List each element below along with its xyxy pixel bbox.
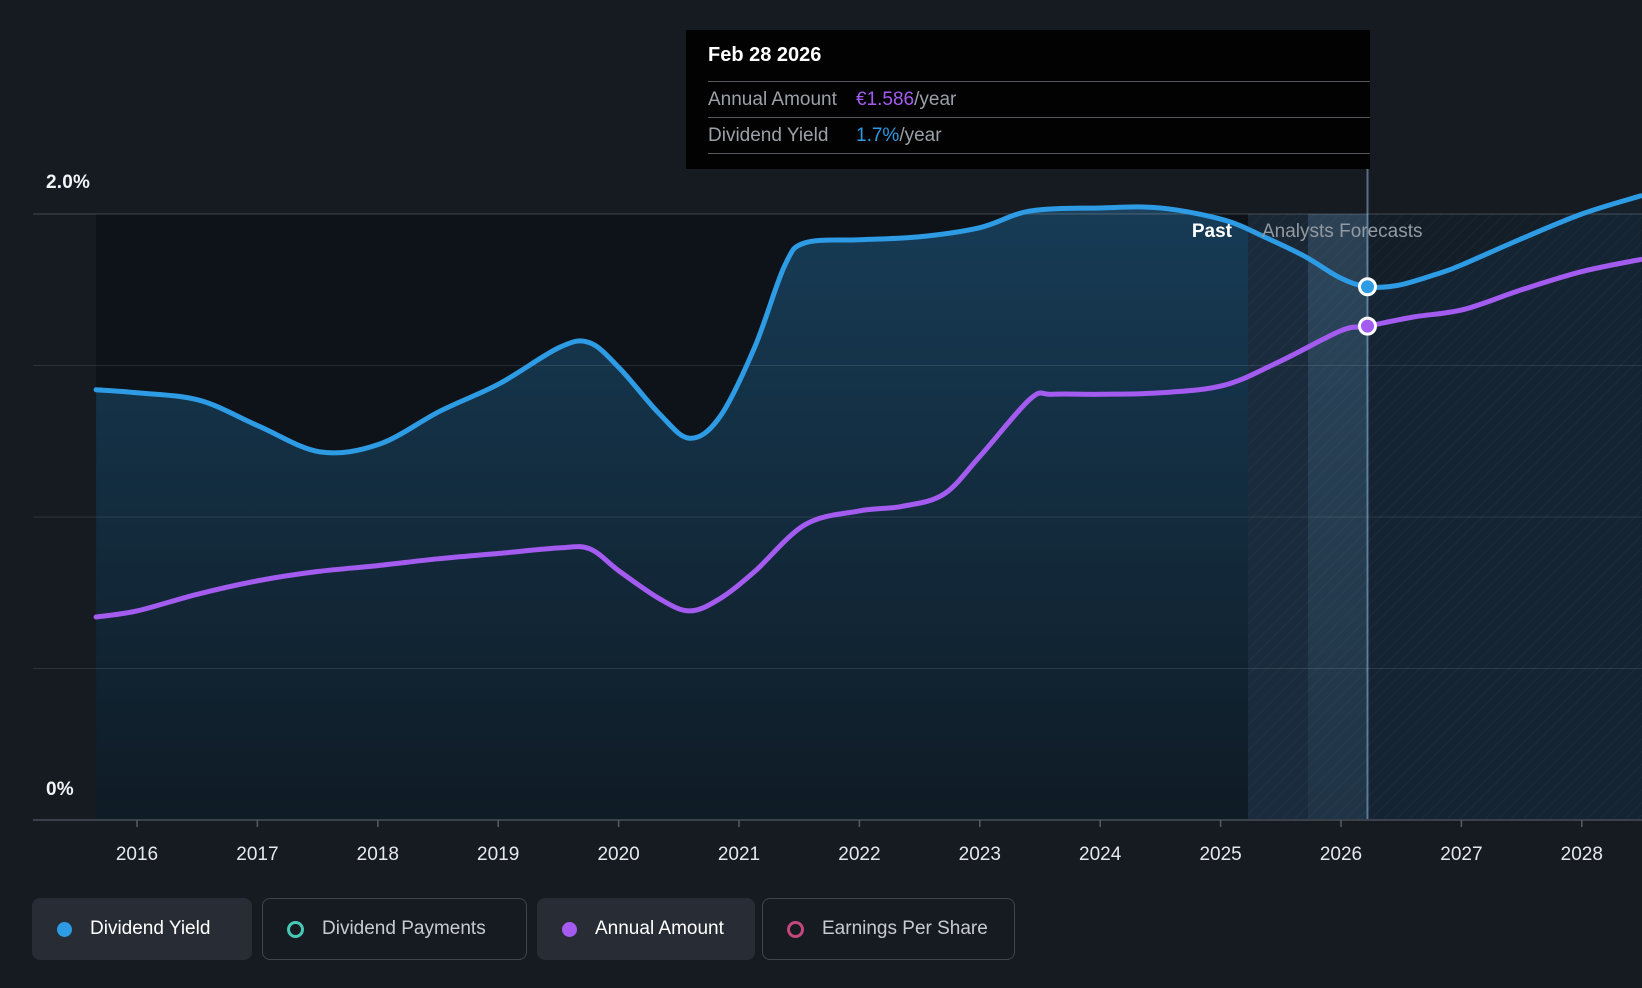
legend-label: Earnings Per Share [822,918,988,939]
x-tick-label: 2025 [1199,844,1241,865]
x-tick-label: 2017 [236,844,278,865]
x-tick-label: 2021 [718,844,760,865]
chart-tooltip: Feb 28 2026 Annual Amount €1.586 /year D… [686,30,1370,169]
tooltip-label: Dividend Yield [708,124,829,146]
tooltip-label: Annual Amount [708,88,837,110]
tooltip-value-annual-amount: €1.586 [856,88,915,110]
tooltip-date: Feb 28 2026 [708,44,822,66]
analysts-forecasts-label: Analysts Forecasts [1262,221,1423,242]
legend-earnings-per-share-button[interactable]: Earnings Per Share [762,898,1015,960]
x-axis-ticks [136,820,1583,827]
x-tick-label: 2018 [357,844,399,865]
legend-dividend-yield-button[interactable]: Dividend Yield [32,898,252,960]
y-axis-label-bottom: 0% [46,779,74,800]
legend-label: Dividend Yield [90,918,211,939]
y-axis-label-top: 2.0% [46,172,91,193]
x-axis-labels: 2016 2017 2018 2019 2020 2021 2022 2023 2024 2025… [116,844,1603,865]
legend-dividend-payments-button[interactable]: Dividend Payments [262,898,527,960]
tooltip-suffix: /year [899,124,942,146]
past-label: Past [1191,221,1232,242]
annual-amount-marker [1357,316,1377,336]
x-tick-label: 2016 [116,844,158,865]
x-tick-label: 2019 [477,844,519,865]
legend-annual-amount-button[interactable]: Annual Amount [537,898,755,960]
tooltip-row-annual-amount: Annual Amount €1.586 /year [708,81,1370,117]
past-area-fill [96,206,1248,820]
tooltip-value-dividend-yield: 1.7% [856,124,900,146]
dividend-yield-line [93,193,1642,456]
hover-markers [1357,277,1377,336]
dividend-yield-marker [1357,277,1377,297]
x-tick-label: 2028 [1561,844,1603,865]
x-tick-label: 2027 [1440,844,1482,865]
earnings-per-share-ring-icon [787,920,804,938]
annual-amount-dot-icon [562,921,577,937]
tooltip-row-dividend-yield: Dividend Yield 1.7% /year [708,117,1370,154]
dividend-yield-dot-icon [57,921,72,937]
x-tick-label: 2022 [838,844,880,865]
x-tick-label: 2020 [597,844,639,865]
x-tick-label: 2023 [959,844,1001,865]
tooltip-suffix: /year [914,88,957,110]
legend-label: Annual Amount [595,918,724,939]
x-tick-label: 2026 [1320,844,1362,865]
legend-label: Dividend Payments [322,918,486,939]
series-lines [93,193,1642,620]
annual-amount-line [93,256,1642,620]
gridlines [33,213,1642,669]
hover-highlight-band [1248,214,1368,820]
x-tick-label: 2024 [1079,844,1122,865]
x-axis: 2016 2017 2018 2019 2020 2021 2022 2023 2024 2025… [33,819,1642,865]
dividend-payments-ring-icon [287,920,304,938]
